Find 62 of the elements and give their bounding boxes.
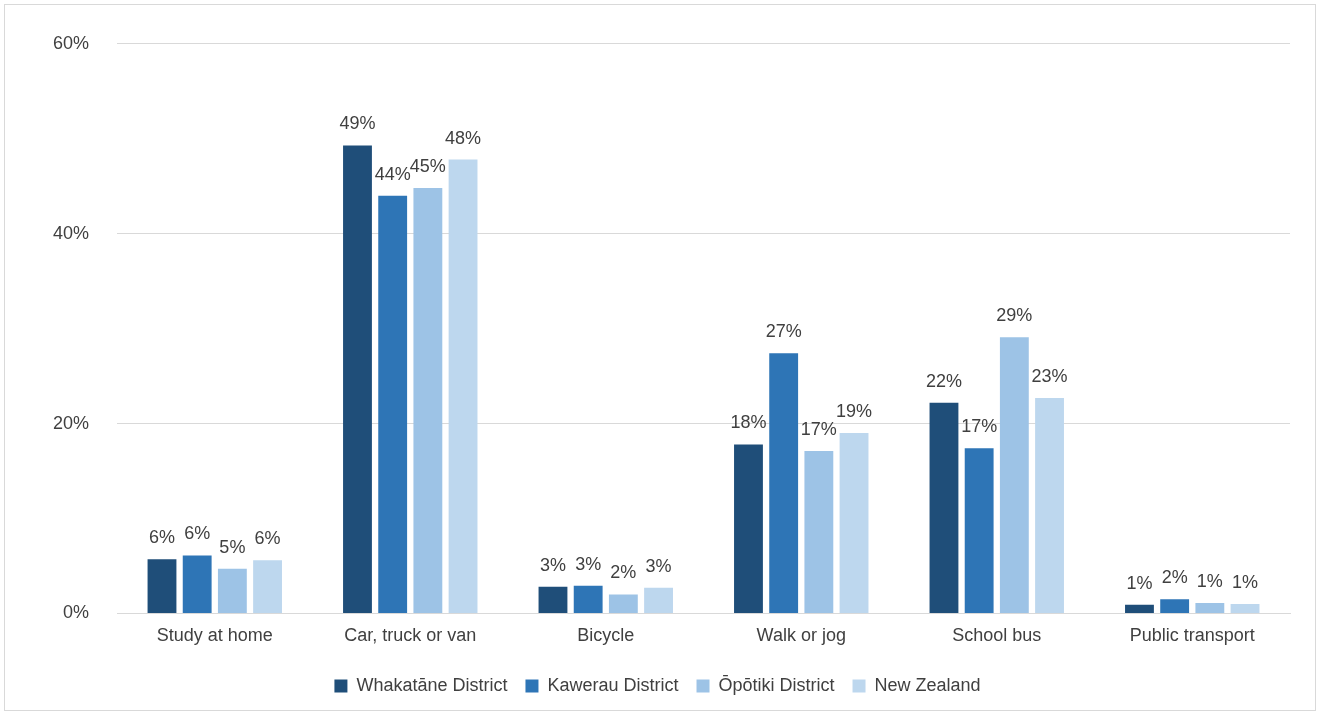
legend-label: Whakatāne District: [356, 674, 508, 695]
bar: [1160, 599, 1190, 613]
legend-label: Ōpōtiki District: [718, 674, 835, 695]
bar: [1035, 397, 1064, 613]
bar: [929, 402, 959, 613]
x-tick-label: School bus: [952, 625, 1042, 646]
data-label: 3%: [575, 553, 602, 574]
bar: [343, 145, 372, 613]
data-label: 3%: [539, 554, 566, 575]
y-tick-label: 60%: [53, 32, 90, 53]
bar: [413, 188, 443, 613]
data-label: 6%: [254, 528, 281, 549]
bar: [253, 560, 282, 613]
bar: [999, 337, 1029, 613]
x-tick-label: Study at home: [156, 625, 273, 646]
data-label: 6%: [184, 523, 211, 544]
x-tick-label: Walk or jog: [756, 625, 846, 646]
data-label: 19%: [836, 401, 873, 421]
data-label: 5%: [219, 536, 246, 557]
bar: [804, 451, 834, 613]
data-label: 1%: [1126, 572, 1153, 593]
bar: [734, 444, 763, 613]
legend-label: New Zealand: [874, 674, 981, 695]
bar: [964, 448, 994, 613]
data-label: 2%: [1161, 567, 1188, 588]
bar: [538, 586, 568, 613]
data-label: 48%: [445, 127, 482, 148]
y-tick-label: 0%: [63, 602, 90, 623]
x-tick-label: Bicycle: [577, 625, 635, 646]
data-label: 17%: [800, 419, 837, 440]
data-label: 22%: [925, 370, 962, 391]
bar: [608, 594, 638, 613]
data-label: 17%: [961, 416, 998, 437]
data-label: 29%: [996, 305, 1033, 326]
bar: [1230, 603, 1260, 613]
data-label: 45%: [409, 156, 446, 177]
bar: [147, 559, 177, 613]
bar: [1195, 602, 1225, 613]
data-label: 27%: [765, 321, 802, 342]
data-label: 6%: [148, 527, 175, 548]
data-label: 3%: [645, 555, 672, 576]
data-label: 49%: [339, 113, 376, 134]
bar: [182, 555, 212, 613]
x-tick-label: Public transport: [1129, 625, 1255, 646]
y-tick-label: 40%: [53, 222, 90, 243]
data-label: 44%: [374, 163, 411, 184]
data-label: 1%: [1232, 571, 1259, 592]
bar: [839, 433, 869, 613]
bar: [573, 585, 603, 613]
bar: [217, 568, 247, 613]
bar: [644, 587, 673, 613]
bar: [769, 353, 799, 613]
y-tick-label: 20%: [53, 412, 90, 433]
x-tick-label: Car, truck or van: [344, 625, 477, 646]
bar: [448, 159, 478, 613]
bar: [378, 195, 408, 613]
data-label: 2%: [610, 562, 637, 583]
data-label: 23%: [1031, 365, 1068, 386]
data-label: 1%: [1196, 570, 1223, 591]
bar: [1125, 604, 1154, 613]
legend-label: Kawerau District: [547, 674, 679, 695]
data-label: 18%: [730, 412, 767, 433]
